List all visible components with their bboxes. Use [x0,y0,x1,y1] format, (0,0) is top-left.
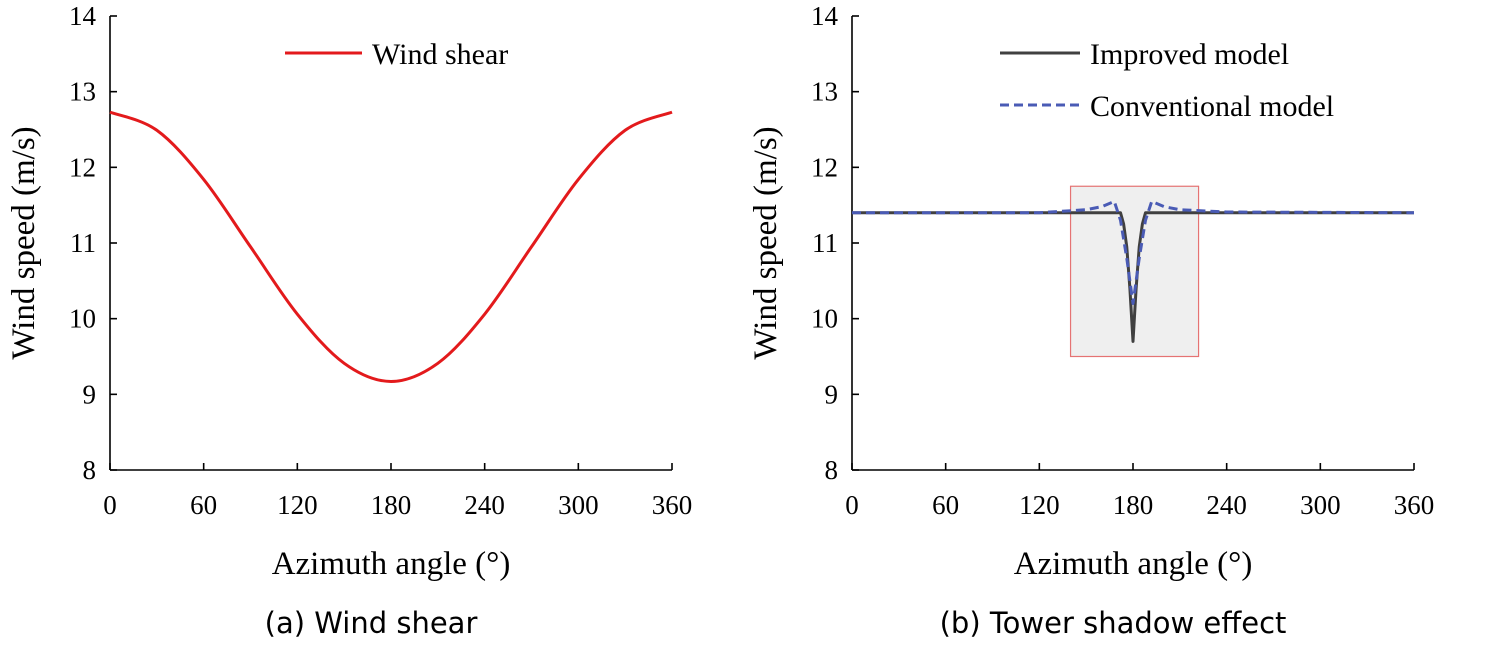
chart-b-y-tick-label: 14 [811,1,839,31]
chart-a-x-axis-title: Azimuth angle (°) [272,546,511,582]
chart-b-x-tick-label: 120 [1019,490,1060,520]
chart-a-x-tick-label: 360 [652,490,693,520]
chart-b-x-tick-label: 180 [1113,490,1154,520]
chart-a-y-tick-label: 12 [69,152,96,182]
chart-b-y-tick-label: 10 [811,304,838,334]
chart-a-x-tick-label: 180 [371,490,412,520]
chart-a-x-tick-label: 240 [464,490,505,520]
chart-b-caption: (b) Tower shadow effect [939,606,1287,640]
chart-a-y-tick-label: 9 [83,379,97,409]
chart-b-y-tick-label: 13 [811,77,838,107]
chart-b: 8 9 10 11 12 13 14 0 60 120 180 240 300 360 Azimuth an… [748,1,1435,582]
chart-a-y-tick-label: 13 [69,77,96,107]
chart-a-y-tick-label: 8 [83,455,97,485]
chart-b-x-tick-label: 0 [845,490,859,520]
chart-b-y-tick-label: 9 [825,379,839,409]
chart-panel-a: 8 9 10 11 12 13 14 0 60 120 180 240 300 360 Azimuth an… [0,0,742,649]
chart-b-x-tick-label: 240 [1206,490,1247,520]
chart-b-y-tick-label: 8 [825,455,839,485]
chart-a-series-1-line [109,110,673,383]
chart-b-legend-label-1: Improved model [1090,38,1289,71]
chart-a-x-tick-label: 300 [558,490,599,520]
chart-b-x-tick-label: 60 [932,490,959,520]
chart-b-x-tick-label: 360 [1394,490,1435,520]
chart-b-x-tick-label: 300 [1300,490,1341,520]
chart-a-x-tick-label: 120 [277,490,318,520]
chart-a-y-tick-label: 10 [69,304,96,334]
chart-a-legend-label-1: Wind shear [372,38,508,71]
chart-b-y-axis-title: Wind speed (m/s) [748,126,784,359]
chart-a-y-tick-label: 11 [70,228,96,258]
chart-panel-b: 8 9 10 11 12 13 14 0 60 120 180 240 300 360 Azimuth an… [742,0,1484,649]
chart-b-x-axis-title: Azimuth angle (°) [1014,546,1253,582]
chart-a-x-tick-label: 60 [190,490,217,520]
chart-b-y-tick-label: 12 [811,152,838,182]
chart-a-y-tick-label: 14 [69,1,97,31]
chart-a-caption: (a) Wind shear [264,606,478,640]
chart-b-y-tick-label: 11 [812,228,838,258]
chart-b-series-1-line [852,211,1414,343]
chart-b-legend-label-2: Conventional model [1090,90,1334,123]
chart-a-x-tick-label: 0 [103,490,117,520]
chart-b-series-2-line [852,199,1415,306]
chart-a: 8 9 10 11 12 13 14 0 60 120 180 240 300 360 Azimuth an… [6,1,693,582]
chart-a-y-axis-title: Wind speed (m/s) [6,126,42,359]
